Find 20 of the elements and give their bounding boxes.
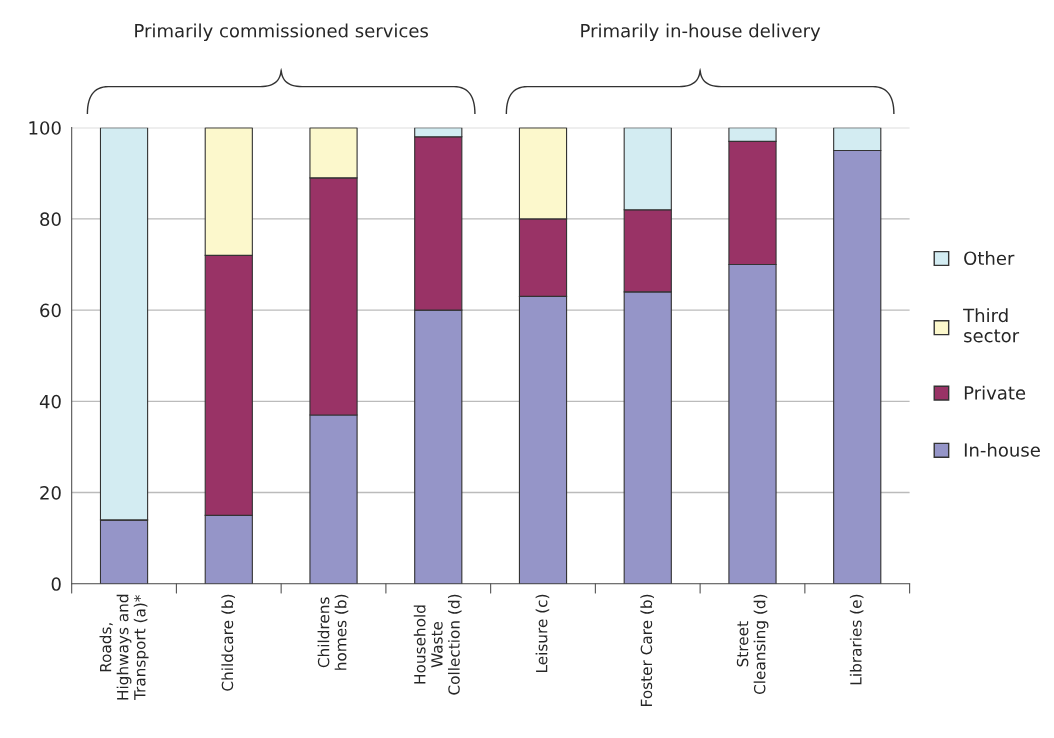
- y-tick-label: 0: [51, 577, 61, 591]
- legend-label: Private: [964, 385, 1026, 400]
- y-tick-label: 100: [29, 121, 61, 135]
- legend-label: Third sector: [963, 308, 1020, 343]
- y-tick-label: 80: [40, 212, 61, 227]
- y-tick-label: 20: [40, 486, 61, 500]
- legend-label: Other: [964, 251, 1015, 266]
- x-tick-label: Street Cleansing (d): [736, 594, 769, 695]
- y-tick-label: 60: [40, 303, 61, 318]
- x-tick-label: Childcare (b): [221, 594, 236, 691]
- x-tick-label: Household Waste Collection (d): [413, 594, 462, 695]
- legend-label: In-house: [964, 442, 1040, 457]
- x-tick-label: Libraries (e): [849, 594, 864, 685]
- x-tick-label: Foster Care (b): [640, 594, 654, 706]
- x-tick-label: Childrens homes (b): [317, 594, 349, 670]
- text: Primarily in-house delivery: [581, 23, 821, 42]
- x-tick-label: Leisure (c): [535, 594, 550, 673]
- text: Primarily commissioned services: [135, 23, 428, 42]
- x-tick-label: Roads, Highways and Transport (a)*: [99, 594, 149, 701]
- y-tick-label: 40: [39, 394, 61, 409]
